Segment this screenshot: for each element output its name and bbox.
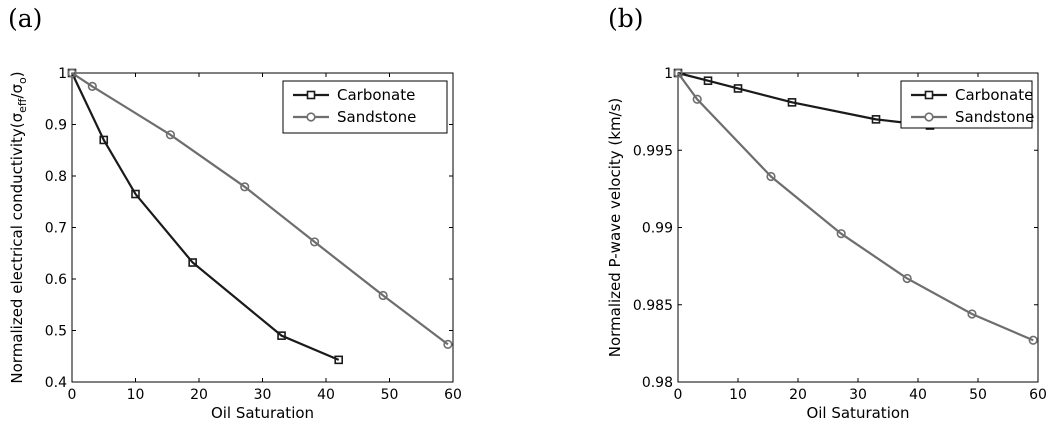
- data-point-sandstone: [673, 68, 683, 78]
- y-tick-label: 1: [58, 66, 67, 82]
- legend-marker-sandstone: [924, 112, 934, 122]
- data-point-sandstone: [378, 290, 388, 301]
- data-point-sandstone: [309, 237, 320, 247]
- data-point-sandstone: [692, 94, 702, 104]
- series-line-carbonate: [677, 71, 931, 127]
- data-point-sandstone: [443, 339, 453, 350]
- x-axis-title: Oil Saturation: [806, 404, 909, 422]
- data-point-carbonate: [787, 98, 797, 107]
- legend-box: [900, 80, 1033, 129]
- data-point-sandstone: [902, 273, 912, 284]
- legend-label-carbonate: Carbonate: [337, 86, 415, 104]
- data-point-carbonate: [131, 189, 140, 199]
- data-point-carbonate: [703, 76, 713, 86]
- data-point-carbonate: [277, 331, 286, 340]
- x-tick-label: 0: [674, 387, 683, 403]
- y-tick-label: 0.4: [45, 375, 67, 391]
- x-tick-label: 40: [909, 387, 927, 403]
- y-axis-title: Normalized P-wave velocity (km/s): [606, 98, 624, 358]
- y-tick-label: 1: [664, 66, 673, 82]
- chart-b: 0 10 20 30 40 50 60 0.98 0.985 0.99 0.995 1 Oil Satu…: [606, 66, 1047, 422]
- legend-marker-sandstone: [306, 112, 316, 122]
- data-point-carbonate: [733, 84, 743, 93]
- data-point-sandstone: [836, 229, 846, 239]
- legend: Carbonate Sandstone: [900, 80, 1034, 129]
- data-point-sandstone: [165, 130, 176, 140]
- legend-box: [282, 80, 448, 134]
- legend-label-sandstone: Sandstone: [955, 108, 1034, 126]
- y-tick-label: 0.985: [633, 298, 673, 314]
- series-line-sandstone: [71, 72, 449, 346]
- data-point-sandstone: [67, 68, 77, 78]
- x-tick-label: 30: [254, 387, 272, 403]
- y-tick-label: 0.8: [45, 169, 67, 185]
- x-tick-label: 60: [444, 387, 462, 403]
- x-tick-label: 0: [68, 387, 77, 403]
- panel-label-a: (a): [8, 4, 43, 33]
- series-line-carbonate: [71, 72, 340, 361]
- data-point-sandstone: [240, 182, 250, 192]
- panel-label-b: (b): [608, 4, 644, 33]
- x-tick-label: 40: [317, 387, 335, 403]
- y-tick-label: 0.9: [45, 118, 67, 134]
- legend-label-sandstone: Sandstone: [337, 108, 416, 126]
- x-tick-label: 10: [127, 387, 145, 403]
- legend-marker-carbonate: [924, 90, 934, 100]
- y-tick-label: 0.7: [45, 221, 67, 237]
- y-tick-label: 0.5: [45, 324, 67, 340]
- legend-marker-carbonate: [306, 90, 316, 100]
- data-point-carbonate: [334, 355, 344, 365]
- x-tick-label: 50: [381, 387, 399, 403]
- data-point-sandstone: [1028, 335, 1038, 345]
- y-tick-label: 0.995: [633, 143, 673, 159]
- chart-a: 0 10 20 30 40 50 60 0.4 0.5 0.6 0.7 0.8 0.9 1 Oil Satu…: [8, 66, 462, 422]
- legend-label-carbonate: Carbonate: [955, 86, 1033, 104]
- data-point-carbonate: [99, 135, 109, 145]
- series-line-sandstone: [677, 72, 1034, 342]
- data-point-carbonate: [871, 115, 881, 124]
- y-tick-label: 0.99: [642, 221, 673, 237]
- legend: Carbonate Sandstone: [282, 80, 448, 134]
- x-tick-label: 10: [729, 387, 747, 403]
- x-tick-label: 50: [969, 387, 987, 403]
- x-tick-label: 30: [849, 387, 867, 403]
- x-axis-title: Oil Saturation: [211, 404, 314, 422]
- x-tick-label: 20: [789, 387, 807, 403]
- data-point-sandstone: [967, 309, 977, 319]
- y-tick-label: 0.6: [45, 272, 67, 288]
- data-point-carbonate: [188, 258, 197, 267]
- x-tick-label: 60: [1029, 387, 1047, 403]
- y-tick-label: 0.98: [642, 375, 673, 391]
- data-point-sandstone: [87, 81, 97, 91]
- x-tick-label: 20: [190, 387, 208, 403]
- data-point-sandstone: [766, 171, 776, 182]
- y-axis-title: Normalized electrical conductivity(σeff/…: [8, 71, 29, 383]
